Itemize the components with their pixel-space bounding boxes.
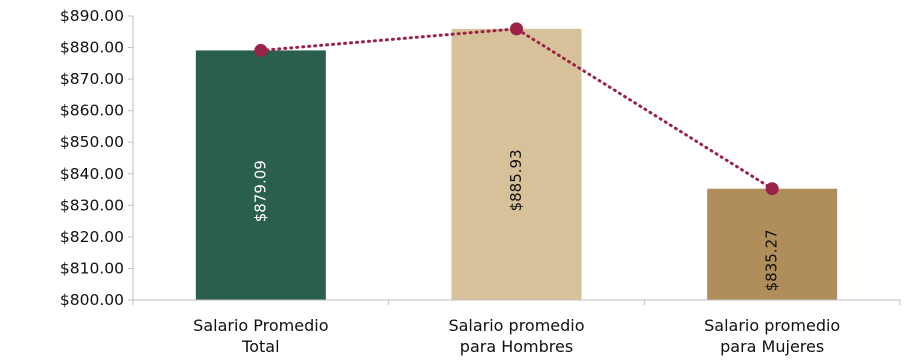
y-tick-label: $840.00 xyxy=(60,165,124,183)
y-tick-label: $820.00 xyxy=(60,228,124,246)
x-category-label: Salario promedio para Hombres xyxy=(448,316,584,356)
y-tick-label: $830.00 xyxy=(60,196,124,214)
y-tick-label: $890.00 xyxy=(60,7,124,25)
bar-value-label: $879.09 xyxy=(251,160,269,222)
x-axis: Salario Promedio Total Salario promedio par… xyxy=(132,299,901,356)
bar-value-label: $835.27 xyxy=(763,229,781,291)
x-category-label: Salario Promedio Total xyxy=(193,316,328,356)
y-tick-label: $810.00 xyxy=(60,259,124,277)
x-category-label-line: para Mujeres xyxy=(720,337,824,356)
x-category-label-line: Salario promedio xyxy=(448,316,584,335)
bar xyxy=(707,188,838,300)
x-category-label: Salario promedio para Mujeres xyxy=(704,316,840,356)
y-tick-label: $870.00 xyxy=(60,70,124,88)
x-category-label-line: Total xyxy=(241,337,279,356)
bars: $879.09 $885.93 $835.27 xyxy=(195,28,838,301)
x-category-label-line: para Hombres xyxy=(460,337,573,356)
trend-line-series xyxy=(254,22,779,196)
x-category-label-line: Salario promedio xyxy=(704,316,840,335)
trend-point xyxy=(510,22,523,36)
trend-point xyxy=(254,43,268,57)
y-tick-label: $880.00 xyxy=(60,39,124,57)
trend-point xyxy=(765,182,779,196)
y-tick-label: $800.00 xyxy=(60,291,124,309)
bar-value-label: $885.93 xyxy=(507,149,525,211)
y-tick-label: $860.00 xyxy=(60,102,124,120)
bar xyxy=(451,28,582,301)
y-tick-label: $850.00 xyxy=(60,133,124,151)
bar xyxy=(195,50,326,301)
y-axis: $800.00 $810.00 $820.00 $830.00 $840.00 $850.… xyxy=(60,7,134,309)
x-category-label-line: Salario Promedio xyxy=(193,316,328,335)
